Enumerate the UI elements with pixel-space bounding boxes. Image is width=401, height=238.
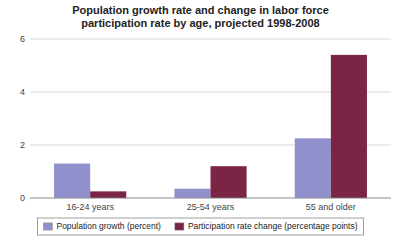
legend-item: Participation rate change (percentage po… (175, 221, 358, 231)
x-tick-label: 16-24 years (66, 202, 114, 212)
grid-line (30, 198, 391, 199)
legend-label: Population growth (percent) (56, 221, 161, 231)
bar (90, 191, 126, 198)
legend-swatch (175, 223, 184, 230)
y-tick-label: 2 (20, 140, 25, 150)
grid-line (30, 39, 391, 40)
legend-swatch (43, 223, 52, 230)
title-line: participation rate by age, projected 199… (81, 17, 319, 29)
legend: Population growth (percent) Participation… (43, 221, 357, 231)
title: Population growth rate and change in lab… (72, 4, 329, 29)
x-tick-label: 25-54 years (187, 202, 235, 212)
bar (174, 189, 210, 198)
bar (295, 138, 331, 198)
legend-item: Population growth (percent) (43, 221, 161, 231)
x-tick-label: 55 and older (306, 202, 356, 212)
legend-box (37, 218, 363, 235)
y-tick-label: 4 (20, 87, 25, 97)
chart: Population growth rate and change in lab… (0, 0, 401, 238)
y-tick-label: 6 (20, 34, 25, 44)
bar (211, 166, 247, 198)
x-axis-line (30, 198, 391, 199)
legend-label: Participation rate change (percentage po… (188, 221, 358, 231)
bar (54, 164, 90, 198)
title-line: Population growth rate and change in lab… (72, 4, 329, 16)
y-tick-label: 0 (20, 193, 25, 203)
bars (54, 55, 367, 198)
bar (331, 55, 367, 198)
